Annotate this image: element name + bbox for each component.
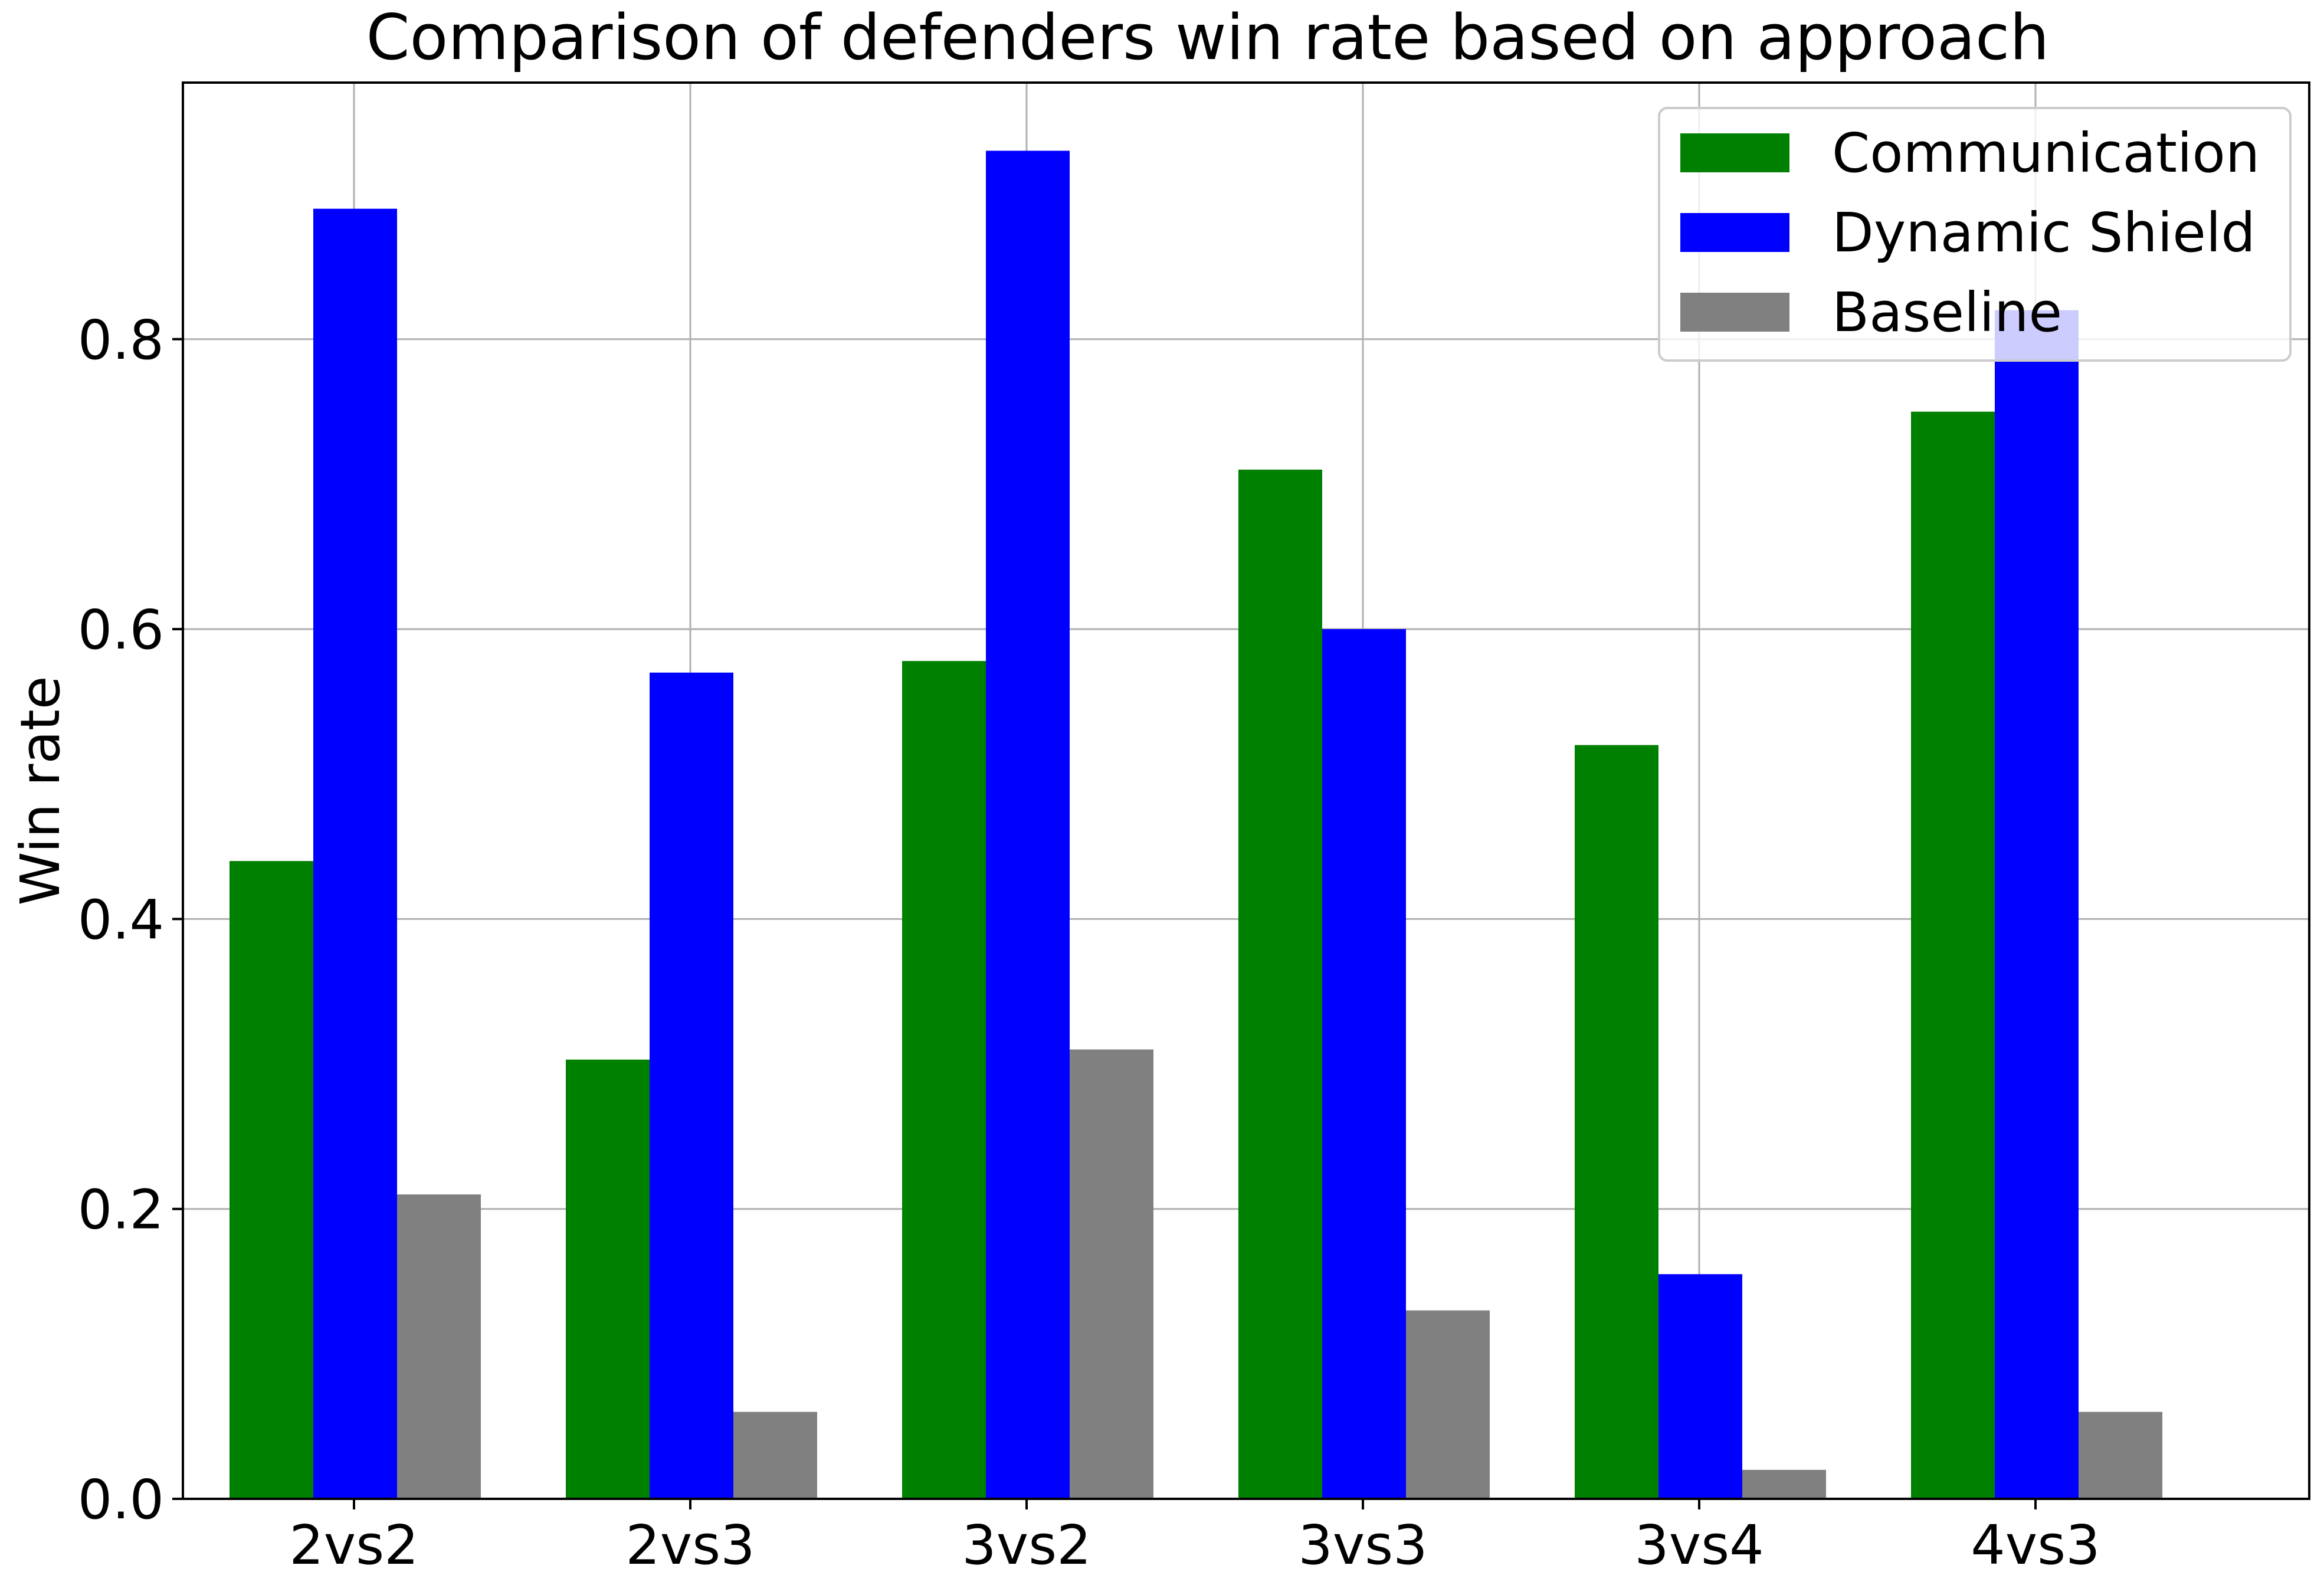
bar-baseline-2vs3 <box>733 1412 817 1499</box>
bar-baseline-3vs3 <box>1406 1310 1490 1499</box>
bar-baseline-3vs2 <box>1070 1049 1153 1499</box>
y-tick-label: 0.2 <box>78 1178 164 1242</box>
x-tick-label: 3vs4 <box>1634 1514 1764 1577</box>
y-tick-label: 0.8 <box>78 309 164 372</box>
bar-communication-2vs2 <box>230 861 313 1499</box>
x-tick-label: 2vs3 <box>625 1514 755 1577</box>
bar-dynamic-shield-2vs2 <box>313 208 397 1499</box>
x-tick-label: 4vs3 <box>1971 1514 2100 1577</box>
bar-communication-4vs3 <box>1911 411 1995 1499</box>
legend-label: Communication <box>1832 122 2260 185</box>
y-axis-label: Win rate <box>9 676 72 906</box>
legend-label: Baseline <box>1832 281 2062 344</box>
legend-swatch-dynamic-shield <box>1680 213 1789 252</box>
y-tick-label: 0.4 <box>78 888 164 951</box>
legend-swatch-baseline <box>1680 293 1789 332</box>
legend: Communication Dynamic Shield Baseline <box>1658 107 2292 362</box>
x-tick-label: 2vs2 <box>289 1514 418 1577</box>
bar-communication-2vs3 <box>566 1059 650 1499</box>
bar-baseline-3vs4 <box>1742 1469 1826 1499</box>
x-tick-label: 3vs2 <box>962 1514 1091 1577</box>
bar-baseline-4vs3 <box>2079 1412 2162 1499</box>
bar-dynamic-shield-3vs2 <box>986 150 1070 1499</box>
bars <box>230 150 2162 1499</box>
plot-area-frame <box>182 81 2310 1500</box>
legend-swatch-communication <box>1680 133 1789 172</box>
chart-title: Comparison of defenders win rate based o… <box>366 1 2050 74</box>
bar-dynamic-shield-3vs4 <box>1658 1274 1742 1499</box>
x-tick-label: 3vs3 <box>1298 1514 1427 1577</box>
bar-communication-3vs2 <box>902 661 986 1499</box>
bar-baseline-2vs2 <box>397 1194 481 1499</box>
bar-dynamic-shield-3vs3 <box>1322 629 1406 1499</box>
legend-label: Dynamic Shield <box>1832 201 2256 264</box>
y-tick-label: 0.0 <box>78 1468 164 1531</box>
bar-dynamic-shield-4vs3 <box>1995 310 2079 1499</box>
legend-box <box>1658 107 2292 362</box>
bar-communication-3vs4 <box>1575 745 1658 1499</box>
y-tick-label: 0.6 <box>78 598 164 661</box>
bar-dynamic-shield-2vs3 <box>650 672 733 1499</box>
axis-ticks: 2vs2 2vs3 3vs2 3vs3 3vs4 4vs3 0.0 0.2 0.4 0.6 0.8 <box>78 309 2100 1577</box>
bar-communication-3vs3 <box>1238 469 1322 1499</box>
